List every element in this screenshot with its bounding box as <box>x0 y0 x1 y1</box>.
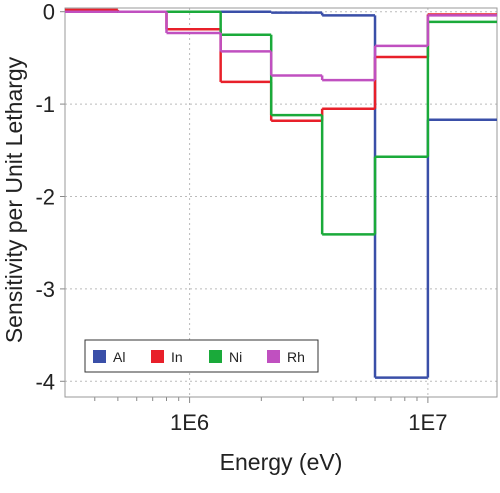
x-tick-label: 1E6 <box>170 410 209 435</box>
plot-frame <box>64 7 498 398</box>
x-axis-title: Energy (eV) <box>220 449 343 475</box>
legend-swatch <box>267 350 280 363</box>
y-tick-label: -4 <box>35 369 55 394</box>
legend-label: In <box>171 349 183 365</box>
legend-swatch <box>93 350 106 363</box>
legend-label: Al <box>113 349 125 365</box>
legend-swatch <box>151 350 164 363</box>
y-tick-label: 0 <box>43 0 55 25</box>
y-tick-label: -1 <box>35 92 55 117</box>
legend-label: Rh <box>287 349 305 365</box>
x-tick-label: 1E7 <box>408 410 447 435</box>
legend-label: Ni <box>229 349 242 365</box>
y-axis-title: Sensitivity per Unit Lethargy <box>1 56 27 343</box>
legend-swatch <box>209 350 222 363</box>
plot-area <box>65 8 497 397</box>
y-tick-label: -3 <box>35 277 55 302</box>
y-tick-label: -2 <box>35 184 55 209</box>
